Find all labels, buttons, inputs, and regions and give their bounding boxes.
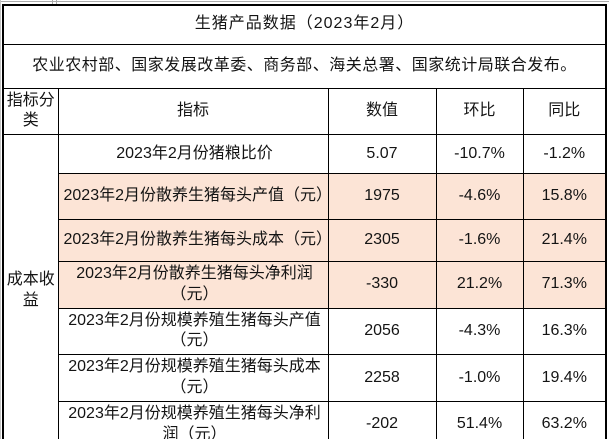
mom-cell: 21.2%	[435, 261, 524, 309]
subtitle-row: 农业农村部、国家发展改革委、商务部、海关总署、国家统计局联合发布。	[2, 43, 607, 89]
value-cell: -202	[327, 400, 437, 439]
value-cell: -330	[327, 261, 437, 309]
indicator-cell: 2023年2月份规模养殖生猪每头产值（元）	[57, 307, 329, 356]
indicator-cell: 2023年2月份散养生猪每头净利润（元）	[57, 261, 329, 309]
value-cell: 2305	[327, 219, 437, 263]
table-row: 2023年2月份规模养殖生猪每头净利润（元） -202 51.4% 63.2%	[3, 400, 607, 439]
table-row: 2023年2月份规模养殖生猪每头产值（元） 2056 -4.3% 16.3%	[3, 307, 607, 356]
mom-cell: -4.6%	[435, 173, 524, 221]
table-row: 2023年2月份散养生猪每头成本（元） 2305 -1.6% 21.4%	[3, 219, 607, 263]
col-header-value: 数值	[327, 87, 437, 136]
yoy-cell: 21.4%	[522, 219, 607, 263]
value-cell: 1975	[327, 173, 437, 221]
indicator-cell: 2023年2月份猪粮比价	[57, 134, 329, 175]
yoy-cell: 63.2%	[522, 400, 607, 439]
yoy-cell: 16.3%	[522, 307, 607, 356]
col-header-indicator: 指标	[57, 87, 329, 136]
category-cell: 成本收益	[2, 134, 59, 439]
indicator-cell: 2023年2月份规模养殖生猪每头净利润（元）	[57, 400, 329, 439]
yoy-cell: 15.8%	[522, 173, 607, 221]
page-title: 生猪产品数据（2023年2月）	[2, 4, 607, 45]
yoy-cell: 19.4%	[522, 354, 607, 402]
indicator-cell: 2023年2月份规模养殖生猪每头成本（元）	[57, 354, 329, 402]
value-cell: 2258	[327, 354, 437, 402]
table-row: 2023年2月份散养生猪每头净利润（元） -330 21.2% 71.3%	[3, 261, 607, 309]
mom-cell: -1.6%	[435, 219, 524, 263]
value-cell: 5.07	[327, 134, 437, 175]
mom-cell: -10.7%	[435, 134, 524, 175]
table-row: 2023年2月份散养生猪每头产值（元） 1975 -4.6% 15.8%	[3, 173, 607, 221]
indicator-cell: 2023年2月份散养生猪每头成本（元）	[57, 219, 329, 263]
mom-cell: -4.3%	[435, 307, 524, 356]
header-row: 指标分类 指标 数值 环比 同比	[2, 87, 607, 136]
table-row: 2023年2月份规模养殖生猪每头成本（元） 2258 -1.0% 19.4%	[3, 354, 607, 402]
gridline-remnant-top-tick-1	[52, 0, 53, 4]
pig-product-data-table: 生猪产品数据（2023年2月） 农业农村部、国家发展改革委、商务部、海关总署、国…	[2, 4, 608, 439]
yoy-cell: 71.3%	[522, 261, 607, 309]
publisher-note: 农业农村部、国家发展改革委、商务部、海关总署、国家统计局联合发布。	[2, 43, 607, 89]
gridline-remnant-left	[0, 0, 1, 439]
col-header-mom: 环比	[435, 87, 524, 136]
indicator-cell: 2023年2月份散养生猪每头产值（元）	[57, 173, 329, 221]
title-row: 生猪产品数据（2023年2月）	[2, 4, 607, 45]
col-header-yoy: 同比	[522, 87, 607, 136]
value-cell: 2056	[327, 307, 437, 356]
col-header-category: 指标分类	[2, 87, 59, 136]
table-row: 成本收益 2023年2月份猪粮比价 5.07 -10.7% -1.2%	[2, 134, 607, 439]
gridline-remnant-top	[0, 1, 609, 2]
mom-cell: -1.0%	[435, 354, 524, 402]
yoy-cell: -1.2%	[522, 134, 607, 175]
mom-cell: 51.4%	[435, 400, 524, 439]
gridline-remnant-top-tick-2	[56, 0, 57, 4]
